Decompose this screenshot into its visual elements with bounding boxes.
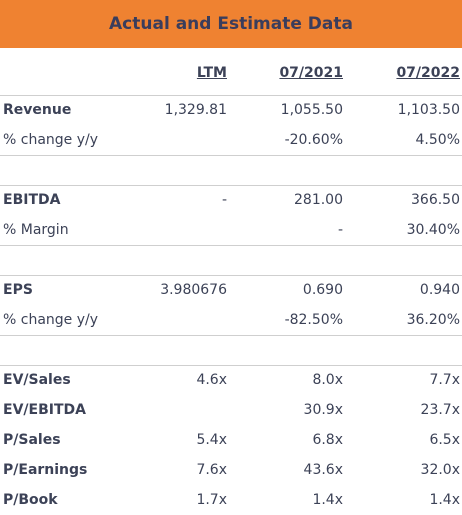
value-cell: 43.6x: [303, 462, 343, 478]
title: Actual and Estimate Data: [109, 14, 353, 34]
value-cell: 1,055.50: [280, 102, 343, 118]
divider: [0, 335, 462, 336]
value-cell: 8.0x: [312, 372, 343, 388]
header-bar: Actual and Estimate Data: [0, 0, 462, 48]
value-cell: 0.690: [302, 282, 343, 298]
value-cell: 6.5x: [429, 432, 460, 448]
value-cell: -: [221, 192, 227, 208]
row-label: % Margin: [3, 222, 69, 238]
value-cell: 23.7x: [420, 402, 460, 418]
value-cell: 1.4x: [312, 492, 343, 508]
value-cell: 4.50%: [415, 132, 460, 148]
value-cell: -: [337, 222, 343, 238]
row-label: % change y/y: [3, 132, 99, 148]
value-cell: 1,103.50: [397, 102, 460, 118]
value-cell: 7.6x: [196, 462, 227, 478]
value-cell: 1.4x: [429, 492, 460, 508]
value-cell: 0.940: [419, 282, 460, 298]
divider: [0, 185, 462, 186]
row-label: EPS: [3, 282, 33, 298]
row-label: Revenue: [3, 102, 72, 118]
column-header: 07/2022: [396, 65, 460, 81]
value-cell: -82.50%: [284, 312, 343, 328]
value-cell: 32.0x: [420, 462, 460, 478]
row-label: EV/EBITDA: [3, 402, 86, 418]
value-cell: 7.7x: [429, 372, 460, 388]
row-label: P/Book: [3, 492, 58, 508]
value-cell: 3.980676: [160, 282, 227, 298]
value-cell: 366.50: [411, 192, 460, 208]
divider: [0, 95, 462, 96]
divider: [0, 365, 462, 366]
row-label: % change y/y: [3, 312, 99, 328]
row-label: EV/Sales: [3, 372, 71, 388]
value-cell: 281.00: [294, 192, 343, 208]
value-cell: 1.7x: [196, 492, 227, 508]
divider: [0, 245, 462, 246]
divider: [0, 155, 462, 156]
value-cell: -20.60%: [284, 132, 343, 148]
value-cell: 4.6x: [196, 372, 227, 388]
value-cell: 5.4x: [196, 432, 227, 448]
value-cell: 6.8x: [312, 432, 343, 448]
row-label: P/Earnings: [3, 462, 88, 478]
value-cell: 30.40%: [406, 222, 460, 238]
column-header: LTM: [196, 65, 227, 81]
row-label: P/Sales: [3, 432, 61, 448]
value-cell: 30.9x: [303, 402, 343, 418]
column-header: 07/2021: [279, 65, 343, 81]
row-label: EBITDA: [3, 192, 61, 208]
divider: [0, 275, 462, 276]
value-cell: 1,329.81: [164, 102, 227, 118]
value-cell: 36.20%: [406, 312, 460, 328]
